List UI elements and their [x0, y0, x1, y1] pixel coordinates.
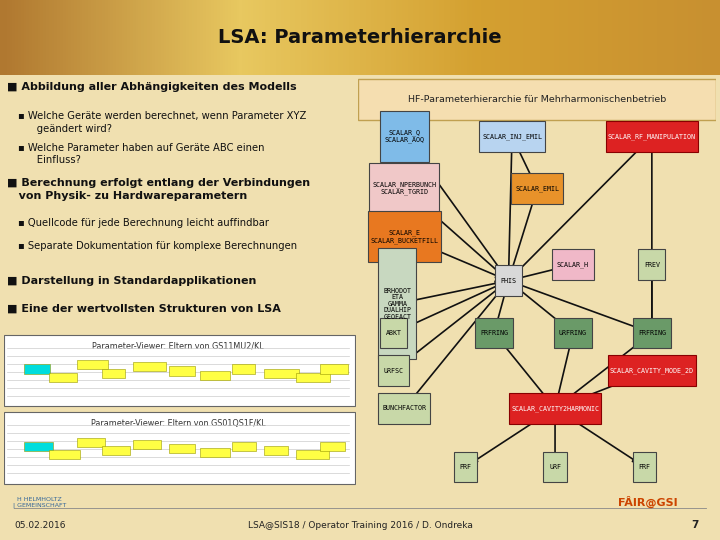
Text: ▪ Welche Geräte werden berechnet, wenn Parameter XYZ
      geändert wird?: ▪ Welche Geräte werden berechnet, wenn P… [18, 111, 306, 134]
FancyBboxPatch shape [296, 450, 328, 460]
FancyBboxPatch shape [544, 451, 567, 482]
FancyBboxPatch shape [200, 370, 230, 380]
Text: ▪ Separate Dokumentation für komplexe Berechnungen: ▪ Separate Dokumentation für komplexe Be… [18, 241, 297, 251]
Text: SCALAR_E
SCALAR_BUCKETFILL: SCALAR_E SCALAR_BUCKETFILL [371, 230, 438, 244]
Text: Parameter-Viewer: Eltern von GS11MU2/KL: Parameter-Viewer: Eltern von GS11MU2/KL [92, 341, 264, 350]
FancyBboxPatch shape [495, 265, 522, 296]
Text: ■ Berechnung erfolgt entlang der Verbindungen
   von Physik- zu Hardwareparamete: ■ Berechnung erfolgt entlang der Verbind… [7, 178, 310, 201]
Text: Parameter-Viewer: Eltern von GS01QS1F/KL: Parameter-Viewer: Eltern von GS01QS1F/KL [91, 419, 266, 428]
Text: SCALAR_EMIL: SCALAR_EMIL [515, 185, 559, 192]
FancyBboxPatch shape [49, 450, 80, 460]
FancyBboxPatch shape [606, 121, 698, 152]
Text: 05.02.2016: 05.02.2016 [14, 521, 66, 530]
Text: SCALAR_H: SCALAR_H [557, 261, 589, 268]
FancyBboxPatch shape [4, 413, 355, 484]
FancyBboxPatch shape [24, 442, 53, 451]
FancyBboxPatch shape [168, 367, 194, 376]
FancyBboxPatch shape [475, 318, 513, 348]
FancyBboxPatch shape [102, 368, 125, 378]
Text: SCALAR_NPERBUNCH
SCALAR_TGRID: SCALAR_NPERBUNCH SCALAR_TGRID [372, 181, 436, 195]
Text: FRFRING: FRFRING [638, 330, 666, 336]
FancyBboxPatch shape [24, 364, 50, 374]
Text: BUNCHFACTOR: BUNCHFACTOR [382, 406, 426, 411]
Text: ▪ Quellcode für jede Berechnung leicht auffindbar: ▪ Quellcode für jede Berechnung leicht a… [18, 218, 269, 228]
Text: SCALAR_CAVITY2HARMONIC: SCALAR_CAVITY2HARMONIC [511, 405, 599, 411]
Text: SCALAR_CAVITY_MODE_2D: SCALAR_CAVITY_MODE_2D [610, 367, 694, 374]
FancyBboxPatch shape [4, 335, 355, 406]
FancyBboxPatch shape [133, 362, 166, 372]
Text: PRFRING: PRFRING [480, 330, 508, 336]
Text: SCALAR_RF_MANIPULATION: SCALAR_RF_MANIPULATION [608, 133, 696, 140]
FancyBboxPatch shape [454, 451, 477, 482]
FancyBboxPatch shape [77, 360, 109, 369]
FancyBboxPatch shape [368, 211, 441, 262]
Text: 7: 7 [691, 521, 698, 530]
FancyBboxPatch shape [608, 355, 696, 386]
FancyBboxPatch shape [133, 440, 161, 449]
Text: SCALAR_Q
SCALAR_AOQ: SCALAR_Q SCALAR_AOQ [384, 130, 425, 143]
Text: HF-Parameterhierarchie für Mehrharmonischenbetrieb: HF-Parameterhierarchie für Mehrharmonisc… [408, 94, 666, 104]
FancyBboxPatch shape [511, 173, 563, 204]
Text: ABKT: ABKT [386, 330, 402, 336]
FancyBboxPatch shape [200, 448, 230, 457]
Text: URFSC: URFSC [384, 368, 404, 374]
FancyBboxPatch shape [639, 249, 665, 280]
FancyBboxPatch shape [233, 442, 256, 451]
Text: URF: URF [549, 464, 561, 470]
Text: FRF: FRF [639, 464, 651, 470]
FancyBboxPatch shape [49, 373, 77, 382]
Text: BRHODOT
ETA
GAMMA
DUALHIP
GEOFACT: BRHODOT ETA GAMMA DUALHIP GEOFACT [383, 288, 411, 320]
FancyBboxPatch shape [552, 249, 593, 280]
FancyBboxPatch shape [554, 318, 592, 348]
Text: PRF: PRF [459, 464, 472, 470]
FancyBboxPatch shape [379, 248, 416, 359]
FancyBboxPatch shape [633, 451, 657, 482]
Text: ■ Darstellung in Standardapplikationen: ■ Darstellung in Standardapplikationen [7, 276, 256, 287]
Text: PHIS: PHIS [500, 278, 516, 284]
FancyBboxPatch shape [358, 78, 716, 119]
FancyBboxPatch shape [379, 393, 431, 423]
FancyBboxPatch shape [168, 444, 194, 453]
FancyBboxPatch shape [320, 364, 348, 374]
FancyBboxPatch shape [320, 442, 346, 451]
Text: H HELMHOLTZ
| GEMEINSCHAFT: H HELMHOLTZ | GEMEINSCHAFT [13, 496, 66, 508]
Text: ▪ Welche Parameter haben auf Geräte ABC einen
      Einfluss?: ▪ Welche Parameter haben auf Geräte ABC … [18, 143, 264, 165]
Text: SCALAR_INJ_EMIL: SCALAR_INJ_EMIL [482, 133, 542, 140]
Text: FÂIR@GSI: FÂIR@GSI [618, 496, 678, 509]
FancyBboxPatch shape [77, 437, 105, 447]
FancyBboxPatch shape [633, 318, 671, 348]
FancyBboxPatch shape [479, 121, 545, 152]
FancyBboxPatch shape [380, 318, 407, 348]
Text: URFRING: URFRING [559, 330, 587, 336]
Text: ■ Abbildung aller Abhängigkeiten des Modells: ■ Abbildung aller Abhängigkeiten des Mod… [7, 82, 297, 92]
Text: LSA: Parameterhierarchie: LSA: Parameterhierarchie [218, 28, 502, 47]
FancyBboxPatch shape [379, 355, 409, 386]
Text: ■ Eine der wertvollsten Strukturen von LSA: ■ Eine der wertvollsten Strukturen von L… [7, 303, 281, 314]
Text: LSA@SIS18 / Operator Training 2016 / D. Ondreka: LSA@SIS18 / Operator Training 2016 / D. … [248, 521, 472, 530]
FancyBboxPatch shape [296, 373, 330, 382]
FancyBboxPatch shape [509, 393, 600, 423]
Text: FREV: FREV [644, 262, 660, 268]
FancyBboxPatch shape [102, 446, 130, 455]
FancyBboxPatch shape [264, 446, 288, 455]
FancyBboxPatch shape [264, 368, 300, 378]
FancyBboxPatch shape [380, 111, 428, 161]
FancyBboxPatch shape [369, 163, 439, 214]
FancyBboxPatch shape [233, 364, 256, 374]
